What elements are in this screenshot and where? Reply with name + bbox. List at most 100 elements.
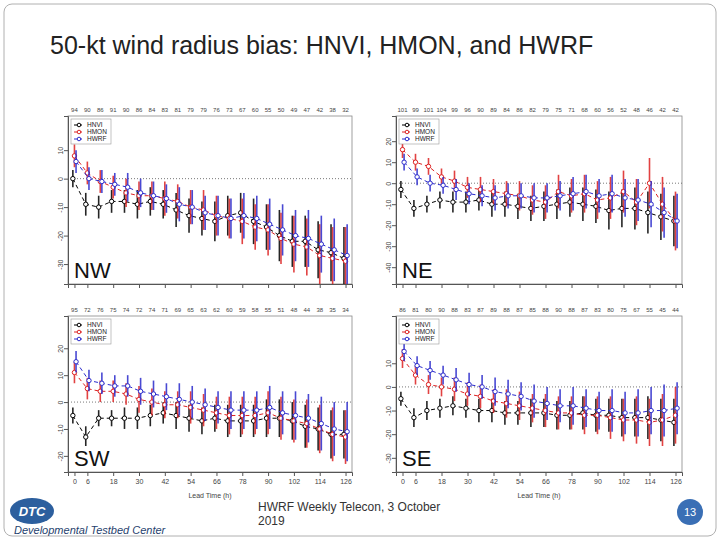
point [400, 147, 404, 151]
tick-mark [64, 207, 68, 208]
point [267, 405, 271, 409]
legend-box [399, 319, 439, 344]
panel-label-bg [400, 258, 435, 283]
panel-label: SE [402, 446, 431, 471]
sample-count: 38 [316, 307, 323, 313]
point [438, 406, 442, 410]
point [402, 349, 406, 353]
series-line [76, 162, 347, 256]
tick-mark [64, 348, 68, 349]
sample-count: 80 [607, 307, 614, 313]
page-number: 13 [684, 506, 696, 518]
tick-mark [64, 150, 68, 151]
tick-label: 18 [110, 478, 118, 485]
tick-label: 0 [385, 182, 392, 186]
tick-mark [676, 284, 677, 288]
sample-count: 85 [529, 307, 536, 313]
tick: 126 [340, 472, 352, 485]
sample-count: 42 [316, 107, 323, 113]
sample-count: 58 [252, 307, 259, 313]
point [623, 411, 627, 415]
point [558, 404, 562, 408]
point [177, 202, 181, 206]
tick: 30 [464, 472, 472, 485]
sample-count: 44 [303, 307, 310, 313]
series-line [401, 190, 674, 222]
tick: 30 [136, 472, 144, 485]
point [74, 159, 78, 163]
tick: 90 [265, 472, 273, 485]
point [135, 416, 139, 420]
x-axis-title: Lead Time (h) [517, 492, 560, 500]
point [216, 213, 220, 217]
sample-count: 62 [213, 307, 220, 313]
panel: 0618304254667890102114126-30-20-10010868… [385, 307, 683, 500]
point [164, 394, 168, 398]
legend-marker [405, 123, 409, 127]
sample-count: 42 [659, 107, 666, 113]
sample-count: 90 [123, 107, 130, 113]
point [428, 181, 432, 185]
tick-mark [520, 284, 521, 288]
point [467, 382, 471, 386]
x-axis: 0618304254667890102114126 [69, 472, 353, 485]
point [438, 198, 442, 202]
tick: 6 [86, 472, 90, 485]
legend-label: HNVI [415, 321, 431, 328]
point [493, 389, 497, 393]
tick: 42 [161, 472, 169, 485]
series [402, 154, 679, 249]
sample-count: 74 [123, 307, 130, 313]
legend-box [71, 119, 111, 144]
point [662, 408, 666, 412]
point [451, 404, 455, 408]
point [345, 429, 349, 433]
point [267, 222, 271, 226]
legend-label: HNVI [87, 321, 103, 328]
tick-label: 66 [542, 478, 550, 485]
tick-mark [442, 472, 443, 476]
tick: -10 [385, 200, 396, 210]
y-axis: -20-1001020 [57, 317, 69, 473]
sample-count: 76 [97, 307, 104, 313]
tick-mark [520, 472, 521, 476]
point [415, 363, 419, 367]
point [413, 160, 417, 164]
tick [191, 284, 192, 288]
tick: -20 [385, 221, 396, 231]
legend-label: HNVI [87, 121, 103, 128]
tick [87, 284, 88, 288]
point [280, 228, 284, 232]
point [415, 175, 419, 179]
sample-count: 48 [291, 307, 298, 313]
tick-mark [624, 472, 625, 476]
tick-label: 10 [57, 147, 64, 155]
y-axis: -30-20-10010 [385, 317, 397, 473]
point [332, 248, 336, 252]
sample-count: 90 [84, 107, 91, 113]
tick-mark [392, 411, 396, 412]
tick [468, 284, 469, 288]
tick: 0 [57, 401, 68, 405]
tick-label: -30 [385, 242, 392, 252]
point [675, 219, 679, 223]
point [96, 416, 100, 420]
plot-area [396, 342, 682, 446]
series [400, 141, 677, 250]
sample-count: 35 [329, 307, 336, 313]
legend-label: HWRF [415, 135, 435, 142]
tick: 66 [542, 472, 550, 485]
tick-mark [392, 246, 396, 247]
sample-count: 87 [477, 307, 484, 313]
tick: 10 [57, 372, 68, 380]
point [190, 400, 194, 404]
point [571, 192, 575, 196]
y-axis: -40-30-20-1001020 [385, 117, 397, 285]
sample-count: 76 [213, 107, 220, 113]
legend: HNVIHMONHWRF [399, 119, 439, 144]
tick: -30 [385, 453, 396, 463]
legend-marker [77, 123, 81, 127]
tick-label: -10 [385, 200, 392, 210]
tick-mark [494, 472, 495, 476]
sample-count: 94 [71, 107, 78, 113]
